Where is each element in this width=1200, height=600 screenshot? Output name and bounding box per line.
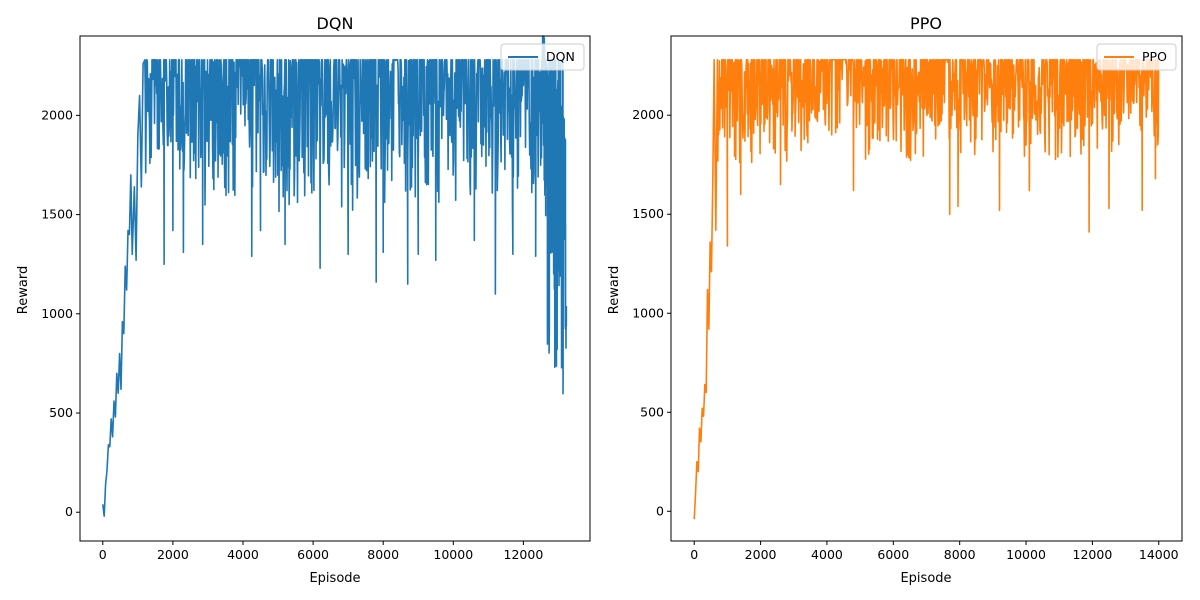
ppo-plot-area	[693, 58, 1160, 520]
x-tick-label: 8000	[944, 547, 976, 562]
x-tick-label: 10000	[433, 547, 473, 562]
x-tick-label: 12000	[504, 547, 544, 562]
x-tick-label: 6000	[297, 547, 329, 562]
x-tick-label: 8000	[367, 547, 399, 562]
y-tick-label: 1500	[41, 207, 73, 222]
y-tick-label: 0	[65, 504, 73, 519]
y-tick-label: 1000	[632, 305, 664, 320]
chart-title: PPO	[910, 14, 942, 33]
x-tick-label: 2000	[745, 547, 777, 562]
x-tick-label: 0	[690, 547, 698, 562]
chart-title: DQN	[317, 14, 354, 33]
legend-label: DQN	[546, 49, 575, 64]
legend-box	[1096, 43, 1177, 71]
dqn-panel: DQN Episode Reward DQN 0 2000 4000 6000 8000…	[16, 14, 591, 586]
x-tick-label: 6000	[877, 547, 909, 562]
legend-box	[500, 43, 585, 71]
dqn-axes-frame	[79, 35, 591, 542]
x-tick-label: 4000	[227, 547, 259, 562]
x-tick-label: 4000	[811, 547, 843, 562]
y-tick-label: 1500	[632, 206, 664, 221]
y-tick-label: 500	[49, 405, 73, 420]
y-axis-label: Reward	[607, 266, 622, 314]
x-axis-label: Episode	[900, 571, 951, 586]
y-tick-label: 1000	[41, 306, 73, 321]
ppo-axes-frame	[670, 35, 1183, 542]
x-tick-label: 12000	[1073, 547, 1113, 562]
series-line-dqn	[101, 35, 568, 517]
ppo-panel: PPO Episode Reward PPO 0 2000 4000 6000 8000…	[607, 14, 1183, 586]
y-tick-label: 2000	[632, 107, 664, 122]
dqn-legend: DQN	[500, 43, 585, 71]
y-tick-label: 500	[640, 404, 664, 419]
series-line-ppo	[693, 58, 1160, 520]
ppo-legend: PPO	[1096, 43, 1177, 71]
dqn-plot-area	[101, 35, 568, 517]
x-tick-label: 14000	[1139, 547, 1179, 562]
y-axis-label: Reward	[16, 266, 31, 314]
x-axis-label: Episode	[309, 571, 360, 586]
x-tick-label: 10000	[1006, 547, 1046, 562]
x-tick-label: 2000	[157, 547, 189, 562]
legend-label: PPO	[1142, 49, 1167, 64]
y-tick-label: 0	[656, 503, 664, 518]
y-tick-label: 2000	[41, 107, 73, 122]
x-tick-label: 0	[99, 547, 107, 562]
